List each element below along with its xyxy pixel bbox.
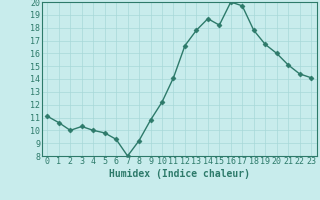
X-axis label: Humidex (Indice chaleur): Humidex (Indice chaleur) [109,169,250,179]
